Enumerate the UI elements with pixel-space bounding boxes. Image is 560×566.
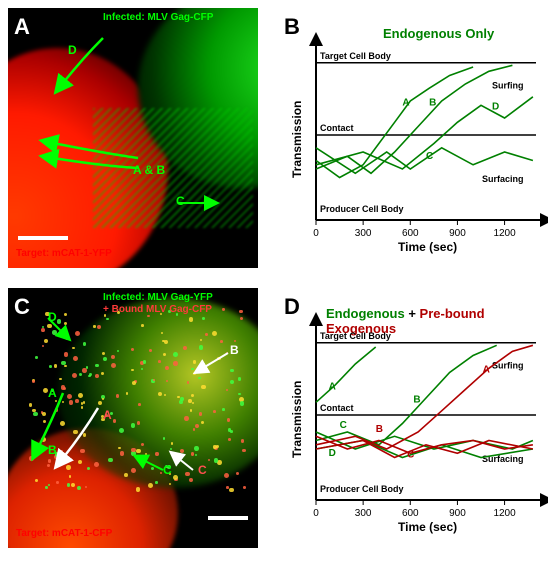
panel-letter-d: D: [284, 294, 300, 320]
panel-c: C Infected: MLV Gag-YFP + Bound MLV Gag-…: [8, 288, 268, 558]
svg-text:0: 0: [313, 228, 319, 239]
panel-b: B Endogenous Only Transmission Time (sec…: [278, 8, 558, 278]
track-c: C: [176, 194, 185, 208]
track-c-D: D: [48, 310, 57, 324]
track-c-Cg: C: [163, 463, 172, 477]
svg-text:A: A: [329, 382, 336, 393]
svg-text:D: D: [492, 102, 499, 113]
svg-text:900: 900: [449, 228, 466, 239]
svg-text:600: 600: [402, 228, 419, 239]
panel-d: D Endogenous + Pre-bound Exogenous Trans…: [278, 288, 558, 558]
svg-text:A: A: [483, 365, 490, 376]
figure-grid: A Infected: MLV Gag-CFP Target: mCAT-1-Y…: [0, 0, 560, 566]
track-c-Cr: C: [198, 463, 207, 477]
track-arrows-a: [8, 8, 258, 268]
svg-text:Contact: Contact: [320, 123, 354, 133]
scale-bar-a: [18, 236, 68, 240]
svg-text:A: A: [402, 97, 409, 108]
track-ab: A & B: [133, 163, 165, 177]
svg-text:300: 300: [355, 508, 372, 519]
panel-a: A Infected: MLV Gag-CFP Target: mCAT-1-Y…: [8, 8, 268, 278]
svg-text:Target Cell Body: Target Cell Body: [320, 331, 391, 341]
panel-letter-b: B: [284, 14, 300, 40]
micrograph-a: A Infected: MLV Gag-CFP Target: mCAT-1-Y…: [8, 8, 258, 268]
svg-text:Target Cell Body: Target Cell Body: [320, 51, 391, 61]
chart-b-plot: 0 300 600 900 1200 Target Cell Body Contact Pro…: [278, 8, 548, 268]
svg-text:C: C: [407, 450, 414, 461]
svg-text:C: C: [340, 420, 347, 431]
svg-text:Surfacing: Surfacing: [482, 454, 524, 464]
chart-d-plot: 0 300 600 900 1200 Target Cell Body Contact Pro…: [278, 288, 548, 548]
track-arrows-c: [8, 288, 258, 548]
chart-b: Endogenous Only Transmission Time (sec) …: [278, 8, 548, 268]
scale-bar-c: [208, 516, 248, 520]
track-c-Bg: B: [48, 443, 57, 457]
svg-text:1200: 1200: [493, 508, 516, 519]
svg-text:0: 0: [313, 508, 319, 519]
label-infected2-c: + Bound MLV Gag-CFP: [103, 304, 212, 315]
label-target-c: Target: mCAT-1-CFP: [16, 528, 112, 539]
svg-text:B: B: [376, 424, 383, 435]
svg-text:900: 900: [449, 508, 466, 519]
svg-text:300: 300: [355, 228, 372, 239]
svg-text:Contact: Contact: [320, 403, 354, 413]
svg-text:B: B: [429, 97, 436, 108]
track-c-Br: B: [230, 343, 239, 357]
label-infected1-c: Infected: MLV Gag-YFP: [103, 292, 213, 303]
micrograph-c: C Infected: MLV Gag-YFP + Bound MLV Gag-…: [8, 288, 258, 548]
svg-text:C: C: [426, 151, 433, 162]
label-infected-a: Infected: MLV Gag-CFP: [103, 12, 213, 23]
svg-text:D: D: [329, 448, 336, 459]
label-target-a: Target: mCAT-1-YFP: [16, 248, 112, 259]
svg-text:600: 600: [402, 508, 419, 519]
track-c-Ar: A: [103, 408, 112, 422]
svg-text:1200: 1200: [493, 228, 516, 239]
svg-text:Surfing: Surfing: [492, 80, 524, 90]
svg-text:B: B: [413, 394, 420, 405]
track-c-A: A: [48, 386, 57, 400]
chart-d: Endogenous + Pre-bound Exogenous Transmi…: [278, 288, 548, 548]
panel-letter-c: C: [14, 294, 30, 320]
track-d: D: [68, 43, 77, 57]
svg-text:Producer Cell Body: Producer Cell Body: [320, 204, 404, 214]
svg-text:Producer Cell Body: Producer Cell Body: [320, 484, 404, 494]
panel-letter-a: A: [14, 14, 30, 40]
svg-text:Surfacing: Surfacing: [482, 174, 524, 184]
